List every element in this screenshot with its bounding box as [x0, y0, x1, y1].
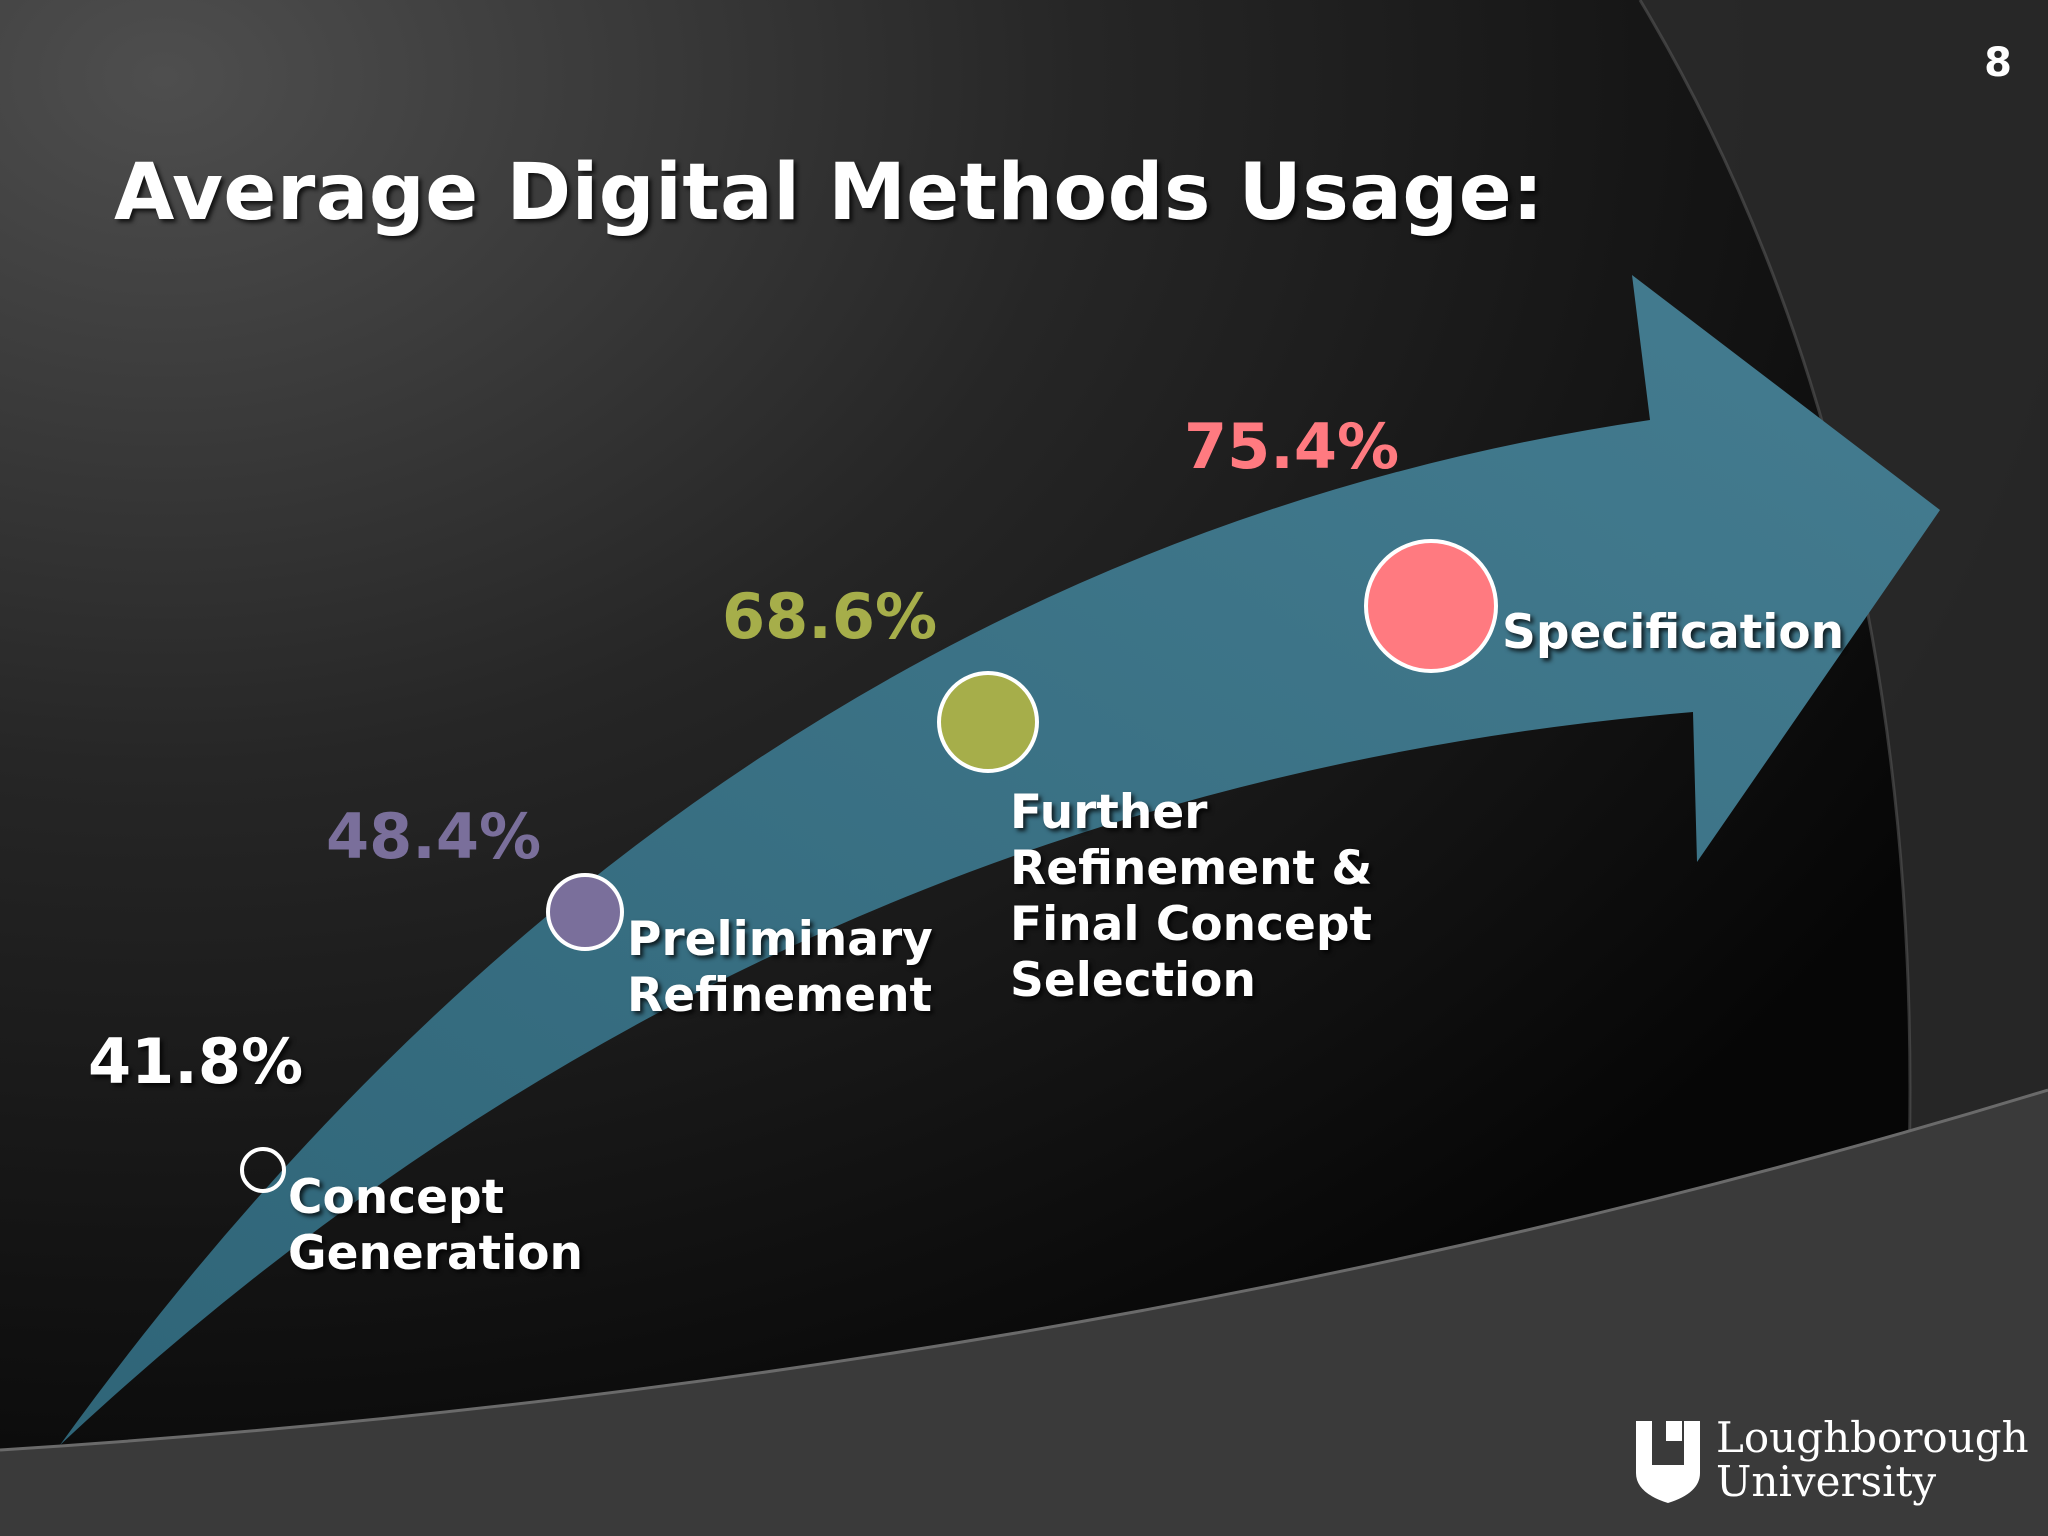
- specification-label-line-1: Specification: [1502, 605, 1845, 660]
- logo-line-1: Loughborough: [1716, 1413, 2029, 1462]
- specification-marker: [1364, 539, 1498, 673]
- further-refinement-marker: [937, 671, 1039, 773]
- slide-title: Average Digital Methods Usage:: [114, 148, 1544, 238]
- university-logo: Loughborough University: [1632, 1415, 2029, 1506]
- further-refinement-label-line-4: Selection: [1010, 953, 1256, 1008]
- specification-label: Specification: [1502, 605, 1844, 661]
- concept-generation-marker: [240, 1147, 286, 1193]
- preliminary-refinement-label-line-1: Preliminary: [627, 912, 933, 967]
- further-refinement-percent: 68.6%: [722, 580, 938, 653]
- slide-number: 8: [1984, 40, 2012, 86]
- logo-line-2: University: [1716, 1457, 1937, 1506]
- concept-generation-label: Concept Generation: [288, 1170, 583, 1282]
- further-refinement-label-line-2: Refinement &: [1010, 841, 1373, 896]
- further-refinement-label: Further Refinement & Final Concept Selec…: [1010, 785, 1372, 1009]
- preliminary-refinement-marker: [546, 873, 624, 951]
- concept-generation-label-line-1: Concept: [288, 1170, 505, 1225]
- further-refinement-label-line-3: Final Concept: [1010, 897, 1372, 952]
- concept-generation-percent: 41.8%: [88, 1025, 304, 1098]
- preliminary-refinement-label: Preliminary Refinement: [627, 912, 933, 1024]
- preliminary-refinement-percent: 48.4%: [326, 800, 542, 873]
- concept-generation-label-line-2: Generation: [288, 1226, 584, 1281]
- preliminary-refinement-label-line-2: Refinement: [627, 968, 933, 1023]
- further-refinement-label-line-1: Further: [1010, 785, 1208, 840]
- specification-percent: 75.4%: [1184, 410, 1400, 483]
- university-shield-icon: [1636, 1421, 1700, 1503]
